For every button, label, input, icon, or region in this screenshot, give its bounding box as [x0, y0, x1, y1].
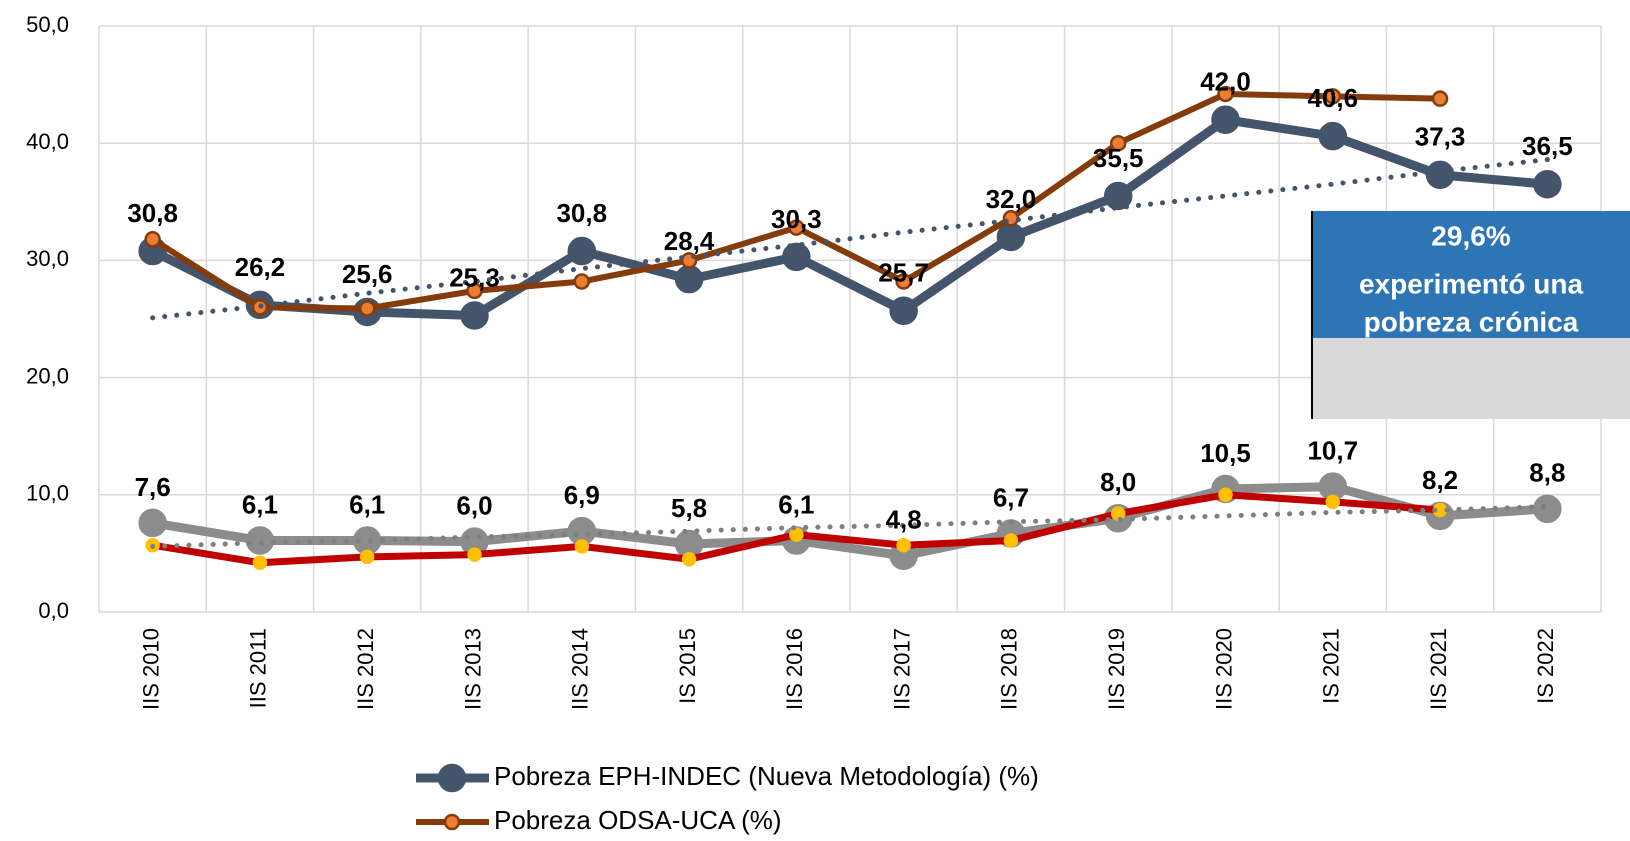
annotation-box: [1312, 211, 1630, 338]
data-label: 8,0: [1100, 467, 1136, 497]
data-label: 32,0: [986, 184, 1037, 214]
annotation-value: 29,6%: [1431, 220, 1510, 251]
point: [144, 231, 161, 248]
point: [466, 282, 483, 300]
legend-label: Pobreza EPH-INDEC (Nueva Metodología) (%…: [494, 761, 1039, 791]
data-label: 30,8: [556, 198, 607, 228]
x-tick-label: IS 2015: [675, 628, 700, 704]
point: [1318, 121, 1348, 151]
x-tick-label: IS 2022: [1533, 628, 1558, 704]
point: [895, 273, 912, 290]
point: [782, 242, 811, 272]
point: [896, 537, 911, 553]
data-label: 25,6: [342, 259, 393, 289]
point: [359, 549, 375, 565]
trend-line: [150, 504, 1550, 549]
x-tick-label: IS 2021: [1319, 628, 1344, 704]
point: [788, 219, 805, 236]
data-label: 6,7: [993, 482, 1029, 512]
point: [789, 527, 804, 542]
point: [1431, 90, 1449, 107]
x-tick-label: IIS 2012: [353, 628, 378, 710]
point: [1211, 105, 1240, 135]
point: [1425, 160, 1455, 190]
y-tick-label: 10,0: [26, 481, 69, 506]
y-tick-label: 50,0: [26, 12, 69, 37]
data-label: 30,3: [771, 204, 822, 234]
x-tick-label: IIS 2021: [1426, 628, 1451, 710]
point: [1533, 169, 1562, 199]
point: [245, 526, 275, 555]
point: [1109, 134, 1127, 152]
point: [681, 552, 697, 567]
point: [1325, 494, 1341, 510]
x-tick-label: IIS 2017: [889, 628, 914, 710]
point: [138, 508, 167, 538]
y-tick-label: 20,0: [26, 363, 69, 388]
trend-line: [150, 157, 1550, 321]
data-label: 8,2: [1422, 465, 1458, 495]
legend-marker: [443, 813, 461, 831]
data-label: 26,2: [235, 252, 286, 282]
data-label: 6,0: [456, 491, 492, 521]
point: [467, 547, 482, 562]
data-label: 35,5: [1093, 143, 1144, 173]
legend-marker: [437, 763, 467, 793]
point: [358, 300, 376, 317]
point: [573, 273, 591, 290]
data-label: 42,0: [1200, 67, 1251, 97]
data-label: 6,9: [564, 480, 600, 510]
series-line: [148, 115, 1552, 320]
point: [1003, 533, 1019, 548]
x-tick-label: IIS 2010: [138, 628, 163, 710]
x-tick-label: IIS 2020: [1211, 628, 1236, 710]
annotation-footer: [1312, 338, 1630, 419]
point: [889, 296, 918, 326]
data-label: 10,7: [1307, 435, 1358, 465]
annotation-text: experimentó una: [1359, 268, 1583, 299]
data-label: 6,1: [242, 489, 278, 519]
data-label: 4,8: [886, 505, 922, 535]
y-tick-label: 0,0: [38, 598, 69, 623]
data-label: 6,1: [349, 489, 385, 519]
point: [1324, 88, 1342, 105]
legend-label: Pobreza ODSA-UCA (%): [494, 805, 782, 835]
data-label: 5,8: [671, 493, 707, 523]
x-tick-label: IIS 2014: [568, 628, 593, 710]
point: [1533, 494, 1562, 524]
point: [996, 222, 1026, 252]
point: [1217, 85, 1234, 103]
data-label: 30,8: [127, 198, 178, 228]
series-line: [148, 482, 1552, 561]
data-label: 6,1: [778, 489, 814, 519]
point: [674, 264, 704, 294]
point: [567, 236, 597, 266]
x-tick-label: IIS 2016: [782, 628, 807, 710]
data-label: 40,6: [1307, 83, 1358, 113]
annotation-text: pobreza crónica: [1364, 306, 1579, 337]
data-label: 37,3: [1415, 122, 1466, 152]
data-label: 28,4: [664, 226, 715, 256]
x-tick-label: IIS 2019: [1104, 628, 1129, 710]
data-label: 10,5: [1200, 438, 1251, 468]
point: [252, 555, 268, 571]
data-label: 7,6: [135, 472, 171, 502]
data-label: 8,8: [1529, 458, 1565, 488]
data-label: 36,5: [1522, 131, 1573, 161]
point: [574, 539, 590, 554]
data-label: 25,7: [878, 258, 929, 288]
data-labels: 30,8 26,2 25,6 25,3 30,8 28,4 30,3 25,7 32,0 35,5…: [127, 67, 1572, 535]
point: [1218, 487, 1233, 503]
point: [460, 301, 489, 330]
point: [1103, 181, 1133, 211]
y-tick-label: 30,0: [26, 246, 69, 271]
x-tick-label: IIS 2018: [997, 628, 1022, 710]
point: [1110, 506, 1126, 521]
data-label: 25,3: [449, 262, 500, 292]
y-tick-label: 40,0: [26, 129, 69, 154]
x-tick-label: IIS 2011: [246, 628, 271, 708]
x-tick-label: IIS 2013: [460, 628, 485, 710]
